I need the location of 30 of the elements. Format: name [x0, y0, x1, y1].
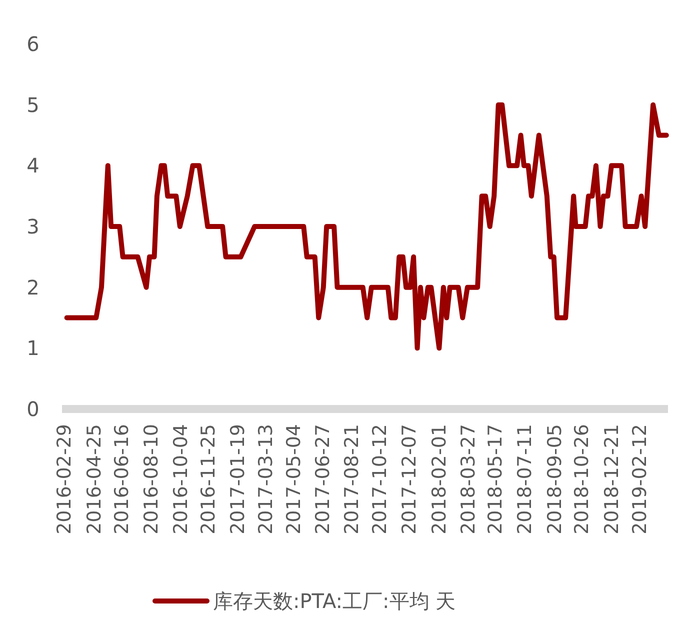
y-tick-label: 4 [26, 154, 40, 178]
x-tick-label: 2017-03-13 [255, 424, 278, 534]
x-tick-label: 2018-03-27 [457, 424, 480, 534]
y-tick-label: 5 [26, 92, 40, 117]
x-tick-label: 2017-08-21 [341, 424, 364, 534]
x-tick-label: 2018-12-21 [600, 424, 623, 534]
x-tick-label: 2017-06-27 [312, 424, 334, 534]
x-tick-label: 2016-08-10 [140, 424, 163, 534]
x-tick-label: 2016-10-04 [170, 424, 192, 534]
legend: 库存天数:PTA:工厂:平均 天 [152, 589, 456, 613]
x-tick-label: 2016-04-25 [83, 424, 106, 534]
x-tick-label: 2018-07-11 [514, 424, 536, 534]
x-tick-label: 2018-10-26 [571, 424, 594, 534]
x-tick-label: 2018-05-17 [484, 424, 507, 534]
y-tick-label: 0 [26, 397, 40, 421]
x-tick-label: 2017-01-19 [226, 424, 249, 534]
y-tick-label: 2 [26, 275, 40, 300]
x-tick-label: 2019-02-12 [629, 424, 652, 534]
x-tick-label: 2016-06-16 [111, 424, 134, 534]
x-tick-label: 2017-10-12 [368, 424, 391, 534]
x-tick-label: 2018-09-05 [544, 424, 566, 534]
x-tick-label: 2017-05-04 [282, 424, 305, 534]
y-tick-label: 3 [26, 214, 40, 238]
y-tick-label: 1 [26, 336, 40, 360]
x-tick-label: 2016-02-29 [54, 424, 76, 534]
legend-label: 库存天数:PTA:工厂:平均 天 [213, 589, 456, 613]
x-tick-label: 2017-12-07 [398, 424, 421, 534]
x-tick-label: 2018-02-01 [428, 424, 451, 534]
y-tick-label: 6 [26, 32, 40, 56]
x-tick-label: 2016-11-25 [198, 424, 220, 534]
